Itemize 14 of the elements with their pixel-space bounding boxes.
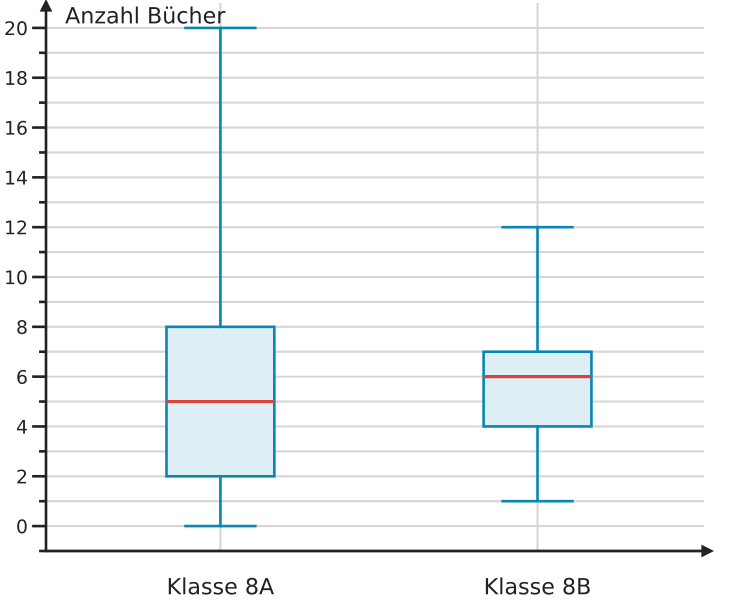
y-tick-label: 0 [17, 519, 27, 534]
x-tick-label: Klasse 8A [168, 577, 274, 595]
y-tick-label: 20 [5, 21, 27, 36]
y-tick-label: 2 [17, 469, 26, 484]
y-tick-label: 12 [6, 220, 26, 234]
y-axis-title: Anzahl Bücher [65, 6, 226, 24]
y-tick-label: 8 [17, 320, 27, 334]
y-tick-label: 18 [6, 70, 27, 86]
y-tick-label: 6 [17, 370, 27, 384]
y-tick-label: 14 [6, 170, 27, 184]
y-tick-label: 16 [6, 120, 27, 135]
x-tick-label: Klasse 8B [486, 577, 590, 595]
y-tick-label: 4 [16, 420, 27, 434]
y-tick-label: 10 [6, 270, 27, 284]
